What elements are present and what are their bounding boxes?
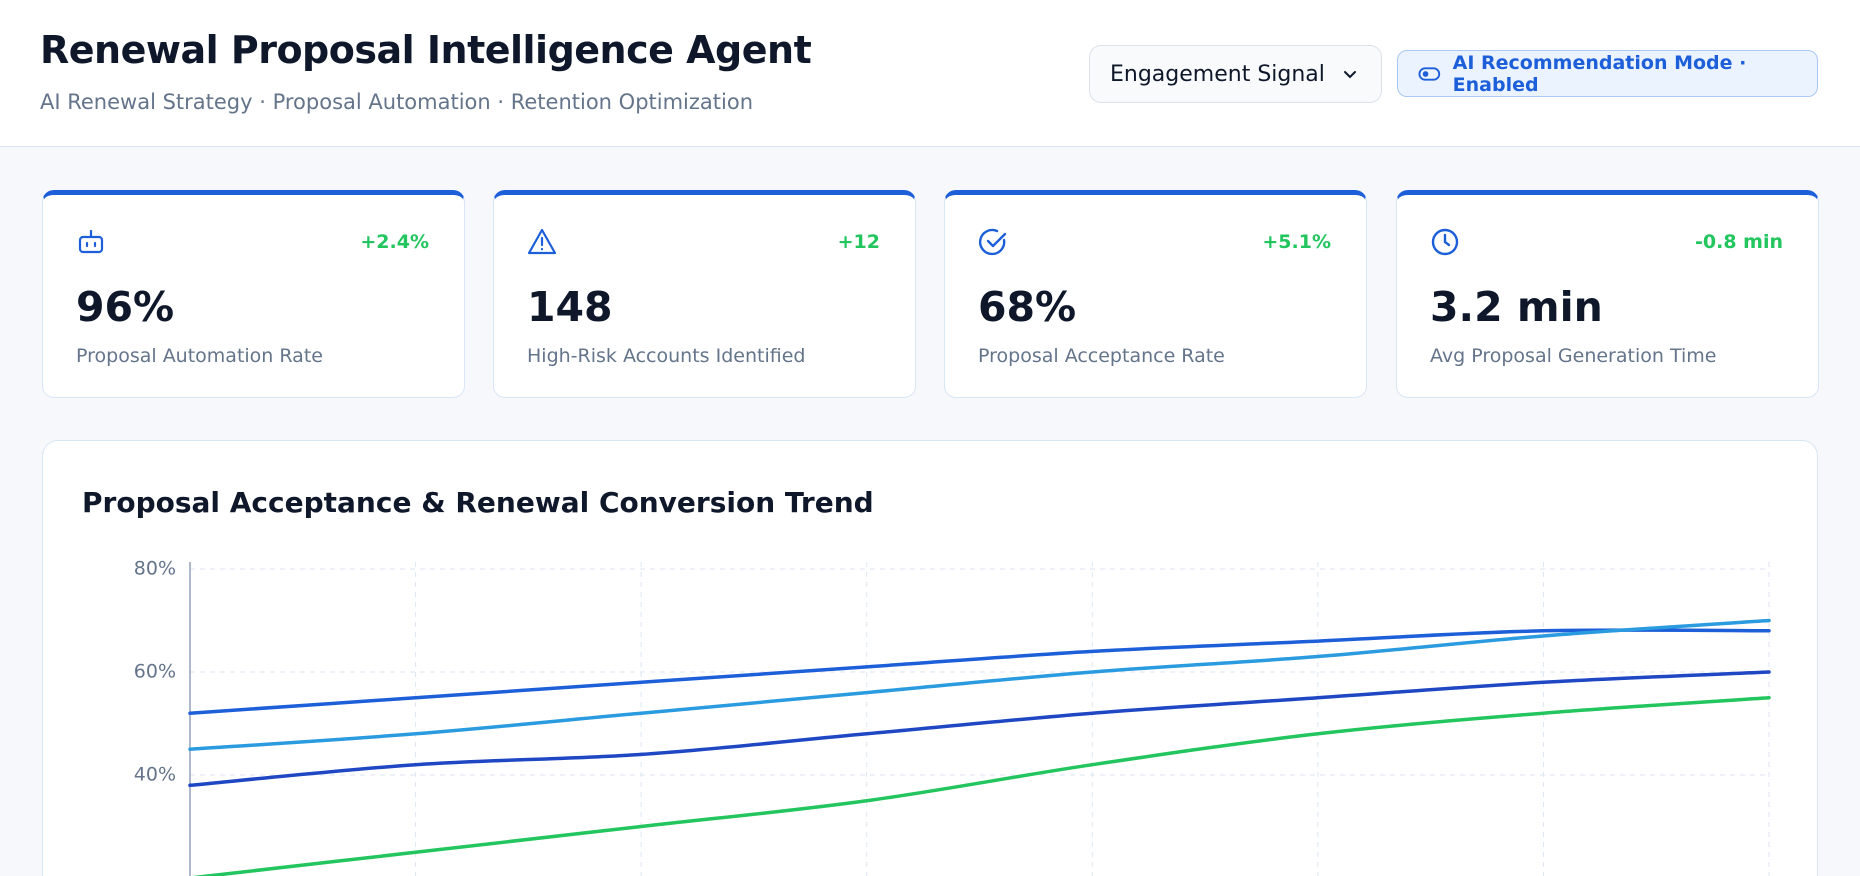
warning-icon [527, 228, 557, 255]
y-tick-label: 40% [134, 764, 176, 786]
chart-card [42, 440, 1818, 876]
kpi-value: 68% [978, 283, 1077, 331]
kpi-delta: +5.1% [1262, 231, 1331, 253]
kpi-card: -0.8 min 3.2 min Avg Proposal Generation… [1396, 190, 1819, 398]
page-title: Renewal Proposal Intelligence Agent [40, 28, 812, 72]
chart-title: Proposal Acceptance & Renewal Conversion… [82, 486, 874, 519]
robot-icon [78, 229, 104, 254]
clock-icon [1431, 228, 1459, 256]
series-line [192, 696, 1771, 876]
y-tick-label: 60% [134, 661, 176, 683]
kpi-label: High-Risk Accounts Identified [527, 345, 806, 367]
kpi-card: +12 148 High-Risk Accounts Identified [493, 190, 916, 398]
kpi-delta: +12 [837, 231, 880, 253]
kpi-label: Proposal Automation Rate [76, 345, 323, 367]
signal-dropdown[interactable]: Engagement Signal [1089, 45, 1382, 103]
kpi-value: 3.2 min [1430, 283, 1603, 331]
kpi-value: 96% [76, 283, 175, 331]
kpi-delta: +2.4% [360, 231, 429, 253]
y-tick-label: 80% [134, 558, 176, 580]
ai-mode-toggle[interactable]: AI Recommendation Mode · Enabled [1397, 50, 1818, 97]
series-line [188, 618, 1771, 751]
kpi-value: 148 [527, 283, 613, 331]
kpi-card: +5.1% 68% Proposal Acceptance Rate [944, 190, 1367, 398]
toggle-label: AI Recommendation Mode · Enabled [1452, 51, 1747, 96]
dropdown-label: Engagement Signal [1110, 61, 1325, 87]
kpi-label: Avg Proposal Generation Time [1430, 345, 1717, 367]
kpi-label: Proposal Acceptance Rate [978, 345, 1225, 367]
series-line [188, 670, 1771, 788]
toggle-icon [1418, 66, 1441, 81]
header: Renewal Proposal Intelligence Agent AI R… [0, 0, 1860, 147]
kpi-card: +2.4% 96% Proposal Automation Rate [42, 190, 465, 398]
series-line [188, 628, 1771, 715]
page-subtitle: AI Renewal Strategy · Proposal Automatio… [40, 90, 754, 114]
kpi-delta: -0.8 min [1695, 231, 1783, 253]
chevron-icon [1343, 71, 1356, 79]
check-icon [979, 228, 1007, 256]
